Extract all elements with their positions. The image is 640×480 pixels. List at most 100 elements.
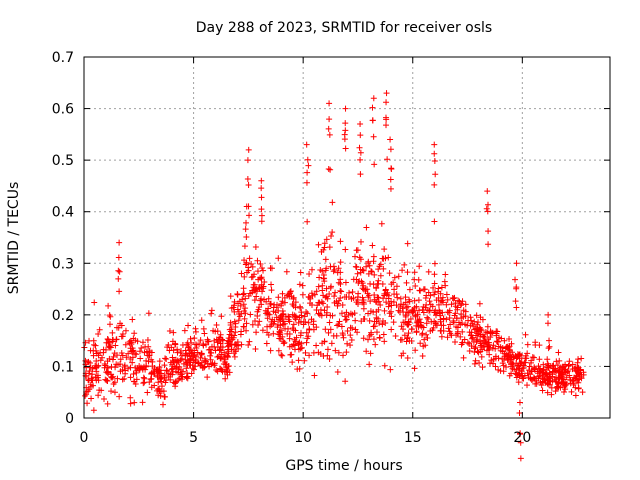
data-point: [328, 233, 335, 240]
data-point: [259, 327, 266, 334]
data-point: [87, 383, 94, 390]
data-point: [423, 292, 430, 299]
data-point: [297, 345, 304, 352]
data-point: [321, 275, 328, 282]
data-point: [532, 339, 539, 346]
data-point: [507, 356, 514, 363]
data-point: [231, 318, 238, 325]
data-point: [261, 279, 268, 286]
data-point: [388, 326, 395, 333]
data-point: [522, 331, 529, 338]
data-point: [474, 321, 481, 328]
data-point: [222, 375, 229, 382]
data-point: [490, 360, 497, 367]
data-point: [342, 127, 349, 134]
data-point: [557, 384, 564, 391]
data-point: [87, 364, 94, 371]
data-point: [477, 326, 484, 333]
data-point: [316, 274, 323, 281]
data-point: [457, 333, 464, 340]
x-tick-label: 15: [404, 430, 422, 446]
data-point: [327, 166, 334, 173]
data-point: [373, 329, 380, 336]
data-point: [102, 346, 109, 353]
data-point: [257, 261, 264, 268]
data-point: [93, 364, 100, 371]
data-point: [227, 322, 234, 329]
data-point: [273, 304, 280, 311]
data-point: [539, 387, 546, 394]
data-point: [544, 389, 551, 396]
data-point: [102, 376, 109, 383]
data-point: [287, 289, 294, 296]
data-point: [431, 291, 438, 298]
data-point: [217, 355, 224, 362]
data-point: [146, 348, 153, 355]
data-point: [431, 150, 438, 157]
data-point: [244, 175, 251, 182]
data-point: [437, 298, 444, 305]
data-point: [400, 326, 407, 333]
data-point: [316, 311, 323, 318]
data-point: [520, 364, 527, 371]
data-point: [342, 316, 349, 323]
data-point: [108, 374, 115, 381]
data-point: [367, 298, 374, 305]
data-point: [513, 353, 520, 360]
data-point: [351, 253, 358, 260]
data-point: [207, 346, 214, 353]
data-point: [462, 301, 469, 308]
data-point: [207, 356, 214, 363]
data-point: [528, 357, 535, 364]
data-point: [245, 342, 252, 349]
data-point: [217, 334, 224, 341]
data-point: [293, 334, 300, 341]
data-point: [448, 301, 455, 308]
data-point: [217, 343, 224, 350]
data-point: [254, 257, 261, 264]
data-point: [302, 349, 309, 356]
data-point: [145, 352, 152, 359]
data-point: [449, 295, 456, 302]
data-point: [375, 315, 382, 322]
data-point: [265, 295, 272, 302]
data-point: [213, 366, 220, 373]
data-point: [243, 234, 250, 241]
data-point: [260, 267, 267, 274]
data-point: [369, 117, 376, 124]
data-point: [283, 268, 290, 275]
data-point: [497, 344, 504, 351]
data-point: [303, 309, 310, 316]
data-point: [292, 304, 299, 311]
data-point: [227, 293, 234, 300]
data-point: [484, 323, 491, 330]
data-point: [560, 381, 567, 388]
data-point: [138, 364, 145, 371]
data-point: [538, 382, 545, 389]
data-point: [104, 335, 111, 342]
data-point: [531, 366, 538, 373]
data-point: [403, 304, 410, 311]
data-point: [390, 279, 397, 286]
data-point: [402, 312, 409, 319]
data-point: [578, 355, 585, 362]
data-point: [258, 284, 264, 291]
data-point: [454, 330, 461, 337]
data-point: [486, 351, 493, 358]
data-point: [184, 375, 191, 382]
data-point: [177, 348, 184, 355]
data-point: [364, 336, 371, 343]
data-point: [160, 388, 167, 395]
data-point: [440, 322, 447, 329]
data-point: [487, 334, 494, 341]
data-point: [515, 379, 522, 386]
data-point: [506, 372, 513, 379]
data-point: [366, 292, 373, 299]
data-point: [296, 303, 303, 310]
data-point: [170, 379, 177, 386]
data-point: [387, 146, 394, 153]
data-point: [359, 294, 366, 301]
data-point: [264, 329, 271, 336]
data-point: [579, 389, 586, 396]
data-point: [129, 349, 136, 356]
